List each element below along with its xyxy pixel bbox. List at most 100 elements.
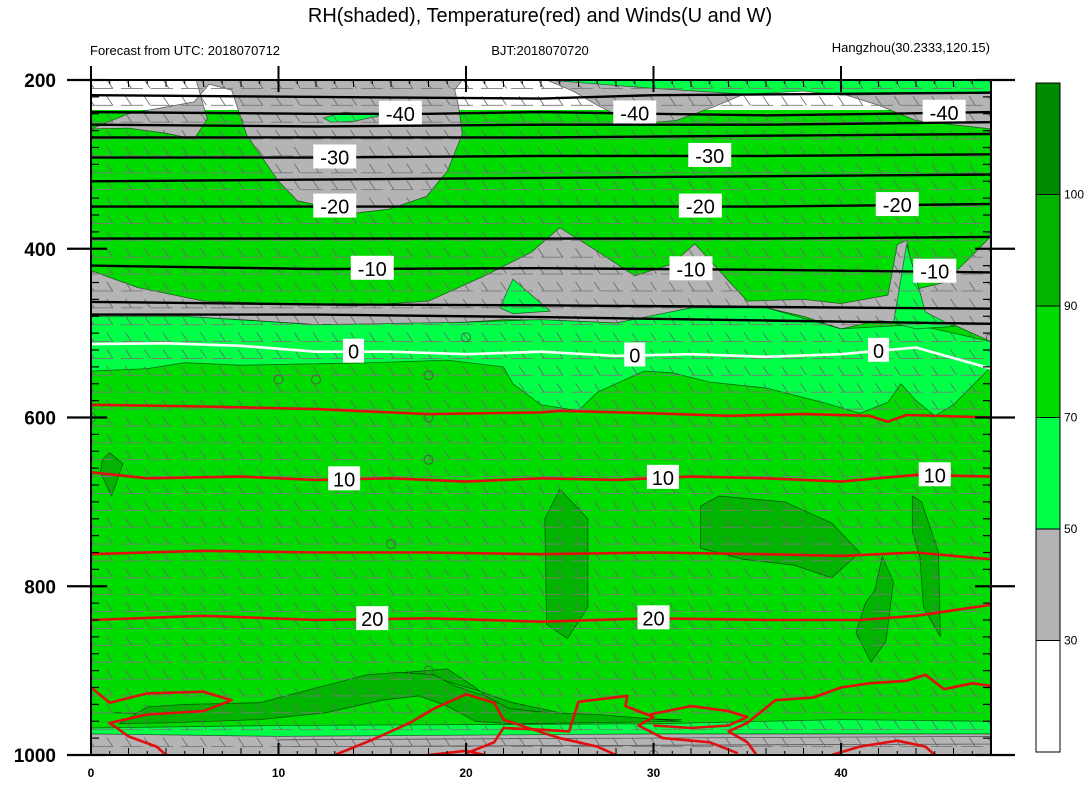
wind-barb [293,433,301,444]
wind-barb [875,669,882,680]
wind-barb [725,399,732,410]
wind-barb [275,450,282,460]
wind-barb [462,163,470,174]
wind-barb [331,703,339,714]
wind-barb [987,484,991,490]
wind-barb [950,231,957,241]
wind-barb [743,281,751,292]
wind-barb [650,585,657,595]
wind-barb [631,534,639,545]
wind-barb [800,568,807,579]
wind-barb [593,399,601,410]
wind-barb [443,332,451,342]
wind-barb [631,450,639,460]
wind-barb [968,703,976,714]
wind-barb [837,467,845,477]
wind-barb [218,366,226,376]
wind-barb [462,112,470,123]
wind-barb [668,652,676,663]
wind-barb [368,720,376,730]
wind-barb [218,146,226,157]
wind-barb [537,146,545,157]
wind-barb [912,180,920,190]
wind-barb [125,686,132,697]
wind-barb [368,416,376,427]
wind-barb [237,163,245,174]
wind-barb [875,636,882,646]
wind-barb [106,484,114,494]
wind-barb [91,83,95,89]
wind-barb [593,652,601,663]
wind-barb [293,146,301,157]
wind-barb [706,332,714,342]
wind-barb [518,163,526,174]
wind-barb [91,741,95,747]
wind-barb [893,534,901,545]
wind-barb [350,619,357,629]
wind-barb [593,281,601,292]
wind-barb [612,399,620,410]
wind-barb [406,197,414,207]
wind-barb [387,501,395,511]
wind-barb [143,197,151,207]
wind-barb [237,619,245,629]
wind-barb [875,298,882,309]
wind-barb [106,703,114,714]
wind-barb [931,636,939,646]
wind-barb [143,636,151,646]
wind-barb [668,433,676,444]
wind-barb [125,112,132,123]
x-tick-label: 30 [647,766,661,780]
wind-barb [312,467,320,477]
wind-barb [331,366,339,376]
wind-barb [912,703,920,714]
wind-barb [987,636,991,642]
wind-barb [893,298,901,309]
wind-barb [818,96,826,106]
wind-barb [762,686,770,697]
wind-barb [875,433,882,444]
wind-barb [106,298,114,309]
wind-barb [387,568,395,579]
wind-barb [612,501,620,511]
wind-barb [912,484,920,494]
wind-barb [200,146,207,157]
wind-barb [368,636,376,646]
wind-barb [631,332,639,342]
wind-barb [537,366,545,376]
wind-barb [462,416,470,427]
wind-barb [762,366,770,376]
wind-barb [912,332,920,342]
wind-barb [556,281,564,292]
wind-barb [556,433,564,444]
wind-barb [481,197,489,207]
calm-wind-circle [273,374,284,385]
wind-barb [462,703,470,714]
wind-barb [743,197,751,207]
wind-barb [462,433,470,444]
wind-barb [631,669,639,680]
wind-barb [256,163,264,174]
wind-barb [368,585,376,595]
y-tick-label: 1000 [14,746,56,767]
wind-barb [256,247,264,258]
colorbar-segment [1035,194,1061,307]
wind-barb [350,652,357,663]
wind-barb [331,315,339,325]
wind-barb [125,281,132,292]
wind-barb [293,484,301,494]
wind-barb [537,568,545,579]
wind-barb [706,467,714,477]
wind-barb [481,652,489,663]
wind-barb [762,433,770,444]
wind-barb [762,163,770,174]
wind-barb [762,399,770,410]
wind-barb [650,737,657,747]
wind-barb [181,399,189,410]
wind-barb [968,366,976,376]
wind-barb [612,382,620,393]
wind-barb [91,302,95,309]
wind-barb [837,180,845,190]
wind-barb [125,467,132,477]
wind-barb [875,585,882,595]
